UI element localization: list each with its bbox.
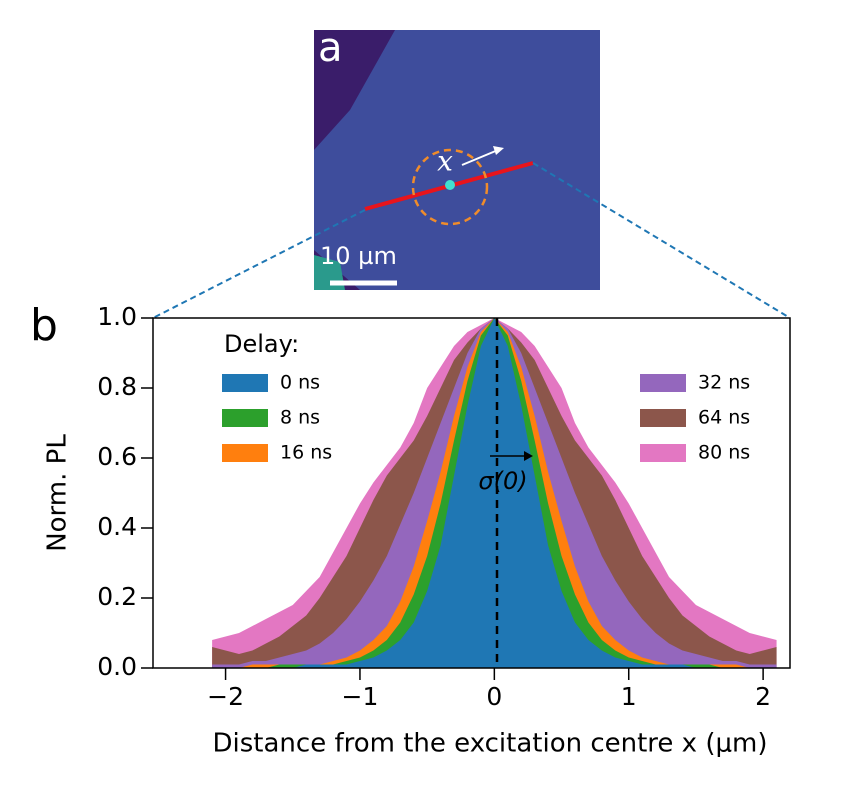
legend-label: 16 ns (280, 442, 332, 464)
sigma-annotation: σ(0) (478, 467, 527, 495)
vector-arrowhead (524, 451, 533, 461)
area (212, 318, 777, 668)
scale-bar-label: 10 µm (320, 242, 397, 270)
legend-label: 32 ns (698, 372, 750, 394)
legend-swatch (222, 444, 268, 462)
x-tick-label: 0 (486, 682, 502, 711)
x-axis-label: Distance from the excitation centre x (μ… (213, 729, 768, 759)
legend-label: 80 ns (698, 442, 750, 464)
panel-a-label: a (318, 25, 343, 71)
legend-swatch (222, 409, 268, 427)
legend-title: Delay: (224, 330, 299, 358)
y-tick-label: 0.0 (97, 652, 137, 681)
legend-swatch (222, 374, 268, 392)
y-tick-label: 0.6 (97, 442, 137, 471)
y-axis-label: Norm. PL (43, 434, 73, 552)
panel-b-label: b (30, 300, 58, 351)
plot: −2 −1 0 1 2 0.0 0.2 0.4 0.6 0.8 1.0 0 ns 8 ns 16 ns 32… (97, 302, 791, 711)
legend-swatch (640, 409, 686, 427)
x-tick-label: 1 (621, 682, 637, 711)
y-tick-label: 0.4 (97, 512, 137, 541)
legend-label: 8 ns (280, 407, 320, 429)
zoom-line (532, 162, 791, 319)
x-tick-label: 2 (755, 682, 771, 711)
x-tick-label: −2 (207, 682, 244, 711)
legend-swatch (640, 444, 686, 462)
microscope-image (314, 30, 600, 290)
y-tick-label: 1.0 (97, 302, 137, 331)
y-tick-label: 0.8 (97, 372, 137, 401)
x-tick-label: −1 (342, 682, 379, 711)
legend-label: 64 ns (698, 407, 750, 429)
plot-frame (152, 317, 791, 669)
legend-swatch (640, 374, 686, 392)
legend-label: 0 ns (280, 372, 320, 394)
y-tick-label: 0.2 (97, 582, 137, 611)
image-x-label: x (437, 145, 453, 178)
